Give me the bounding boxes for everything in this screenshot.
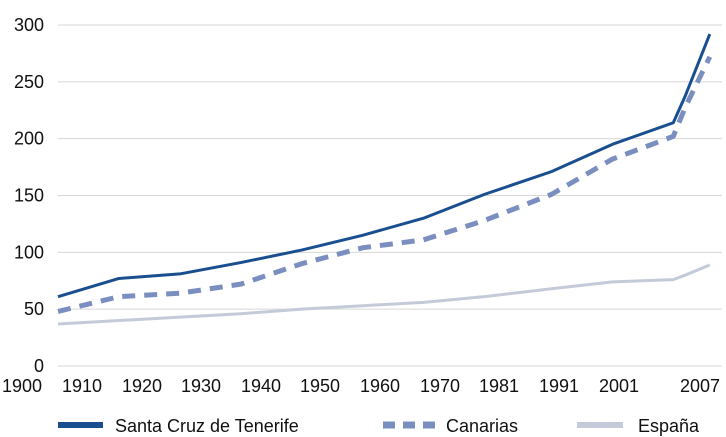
x-tick-label: 1960 — [360, 376, 400, 396]
series-line-0 — [57, 33, 712, 299]
legend-label: Santa Cruz de Tenerife — [115, 416, 299, 436]
y-tick-label: 200 — [14, 129, 44, 149]
x-tick-label: 1940 — [241, 376, 281, 396]
series-line-1 — [57, 55, 713, 314]
gridlines — [58, 24, 722, 367]
x-tick-label: 2007 — [680, 376, 720, 396]
x-tick-label: 1970 — [420, 376, 460, 396]
legend-label: España — [638, 416, 700, 436]
y-tick-label: 100 — [14, 242, 44, 262]
x-tick-label: 1920 — [122, 376, 162, 396]
y-tick-label: 300 — [14, 15, 44, 35]
x-tick-label: 1991 — [539, 376, 579, 396]
x-tick-label: 1981 — [479, 376, 519, 396]
series-lines — [57, 33, 713, 326]
y-tick-label: 0 — [34, 356, 44, 376]
x-tick-label: 1930 — [181, 376, 221, 396]
x-tick-label: 1950 — [300, 376, 340, 396]
series-line-2 — [57, 263, 711, 326]
y-tick-label: 250 — [14, 72, 44, 92]
x-tick-label: 1900 — [2, 376, 42, 396]
x-axis-ticks: 1900 1910 1920 1930 1940 1950 1960 1970 1981 1991… — [2, 376, 720, 396]
x-tick-label: 2001 — [599, 376, 639, 396]
legend-label: Canarias — [446, 416, 518, 436]
y-tick-label: 50 — [24, 299, 44, 319]
legend: Santa Cruz de Tenerife Canarias España — [58, 416, 700, 436]
x-tick-label: 1910 — [62, 376, 102, 396]
y-tick-label: 150 — [14, 186, 44, 206]
y-axis-ticks: 0 50 100 150 200 250 300 — [14, 15, 44, 376]
legend-item-0: Santa Cruz de Tenerife — [58, 416, 299, 436]
legend-item-2: España — [577, 416, 700, 436]
legend-item-1: Canarias — [383, 416, 518, 436]
